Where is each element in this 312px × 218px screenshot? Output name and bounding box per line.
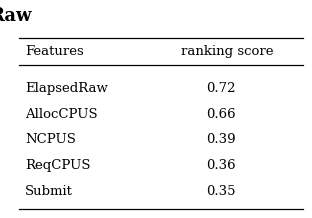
Text: Raw: Raw bbox=[0, 7, 32, 25]
Text: Submit: Submit bbox=[25, 185, 73, 198]
Text: 0.35: 0.35 bbox=[206, 185, 236, 198]
Text: NCPUS: NCPUS bbox=[25, 133, 76, 146]
Text: Features: Features bbox=[25, 45, 84, 58]
Text: 0.39: 0.39 bbox=[206, 133, 236, 146]
Text: 0.66: 0.66 bbox=[206, 107, 236, 121]
Text: 0.36: 0.36 bbox=[206, 159, 236, 172]
Text: AllocCPUS: AllocCPUS bbox=[25, 107, 98, 121]
Text: ranking score: ranking score bbox=[181, 45, 273, 58]
Text: ReqCPUS: ReqCPUS bbox=[25, 159, 90, 172]
Text: 0.72: 0.72 bbox=[206, 82, 236, 95]
Text: ElapsedRaw: ElapsedRaw bbox=[25, 82, 108, 95]
